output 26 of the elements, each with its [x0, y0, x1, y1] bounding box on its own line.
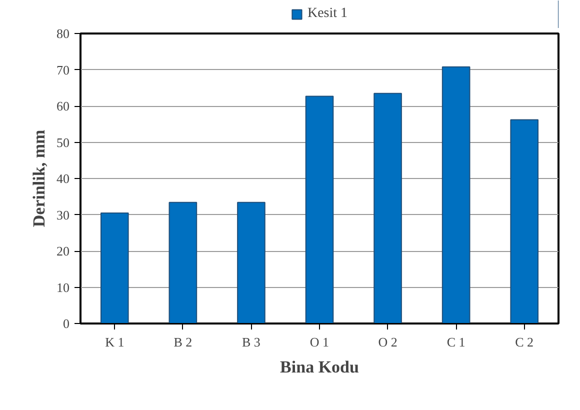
y-tick-label: 60 [56, 98, 70, 114]
bar [237, 202, 266, 324]
y-tick-label: 40 [56, 171, 70, 186]
y-tick-label: 80 [56, 26, 70, 41]
x-tick-label: K 1 [105, 334, 124, 350]
bar [168, 202, 198, 324]
y-tick-label: 50 [56, 134, 70, 150]
x-axis-title: Bina Kodu [280, 358, 359, 376]
bar [100, 212, 129, 324]
y-axis-title: Derinlik, mm [30, 130, 48, 228]
y-tick-label: 10 [56, 280, 70, 295]
x-tick-label: O 1 [310, 334, 330, 350]
x-tick-label: C 2 [515, 334, 534, 350]
y-tick-label: 20 [56, 244, 70, 258]
legend-label: Kesit 1 [307, 6, 348, 22]
x-tick-label: B 3 [242, 334, 260, 350]
bar [305, 96, 334, 324]
x-tick-label: C 1 [446, 334, 466, 350]
x-tick-label: O 2 [378, 334, 398, 350]
bar [510, 119, 539, 324]
bar [442, 66, 470, 324]
bar [374, 92, 402, 324]
x-tick-label: B 2 [174, 334, 192, 350]
y-tick-label: 30 [56, 207, 70, 222]
y-tick-label: 70 [56, 62, 70, 78]
y-tick-label: 0 [63, 316, 70, 331]
